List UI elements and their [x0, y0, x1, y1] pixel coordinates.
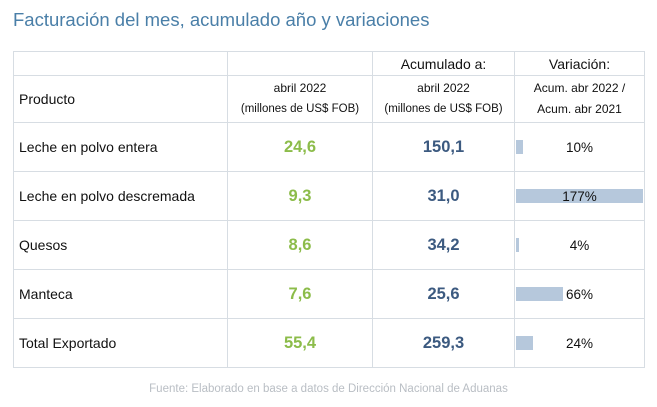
mes-cell: 7,6	[227, 269, 373, 319]
producto-cell: Total Exportado	[13, 318, 228, 368]
table-row: Leche en polvo entera 24,6 150,1 10%	[13, 122, 645, 172]
table-row: Leche en polvo descremada 9,3 31,0 177%	[13, 171, 645, 221]
variacion-cell: 10%	[514, 122, 645, 172]
acumulado-cell: 150,1	[372, 122, 515, 172]
header-row-2: Producto abril 2022 (millones de US$ FOB…	[13, 75, 645, 123]
header-mes-line2: (millones de US$ FOB)	[240, 103, 360, 115]
variacion-bar	[516, 336, 533, 350]
variacion-label: 10%	[565, 140, 594, 155]
header-mes: abril 2022 (millones de US$ FOB)	[227, 75, 373, 123]
mes-cell: 9,3	[227, 171, 373, 221]
acumulado-cell: 34,2	[372, 220, 515, 270]
header-var-line1: Acum. abr 2022 /	[533, 81, 626, 95]
variacion-cell: 177%	[514, 171, 645, 221]
header-acum: abril 2022 (millones de US$ FOB)	[372, 75, 515, 123]
mes-cell: 24,6	[227, 122, 373, 172]
producto-cell: Leche en polvo descremada	[13, 171, 228, 221]
variacion-bar	[516, 287, 563, 301]
variacion-bar	[516, 238, 519, 252]
header-mes-line1: abril 2022	[273, 81, 327, 95]
producto-cell: Leche en polvo entera	[13, 122, 228, 172]
mes-cell: 8,6	[227, 220, 373, 270]
table-row-total: Total Exportado 55,4 259,3 24%	[13, 318, 645, 368]
header-acum-line1: abril 2022	[417, 81, 470, 95]
acumulado-cell: 25,6	[372, 269, 515, 319]
page-title: Facturación del mes, acumulado año y var…	[13, 9, 430, 30]
variacion-label: 24%	[565, 336, 594, 351]
header-var-line2: Acum. abr 2021	[537, 102, 622, 116]
table-row: Manteca 7,6 25,6 66%	[13, 269, 645, 319]
table-row: Quesos 8,6 34,2 4%	[13, 220, 645, 270]
header-row-1: Acumulado a: Variación:	[13, 51, 645, 76]
header-variacion: Variación:	[514, 51, 645, 76]
source-footer: Fuente: Elaborado en base a datos de Dir…	[149, 383, 508, 395]
variacion-bar	[516, 189, 643, 203]
header-acumulado: Acumulado a:	[372, 51, 515, 76]
acumulado-cell: 259,3	[372, 318, 515, 368]
variacion-label: 66%	[565, 287, 594, 302]
header-acum-line2: (millones de US$ FOB)	[384, 103, 503, 115]
header-empty-cell	[13, 51, 228, 76]
header-var: Acum. abr 2022 / Acum. abr 2021	[514, 75, 645, 123]
variacion-cell: 4%	[514, 220, 645, 270]
variacion-cell: 66%	[514, 269, 645, 319]
variacion-cell: 24%	[514, 318, 645, 368]
producto-cell: Quesos	[13, 220, 228, 270]
header-producto: Producto	[13, 75, 228, 123]
variacion-label: 4%	[569, 238, 590, 253]
mes-cell: 55,4	[227, 318, 373, 368]
variacion-bar	[516, 140, 523, 154]
producto-cell: Manteca	[13, 269, 228, 319]
acumulado-cell: 31,0	[372, 171, 515, 221]
header-empty-cell	[227, 51, 373, 76]
facturacion-table: Acumulado a: Variación: Producto abril 2…	[13, 51, 645, 368]
variacion-label: 177%	[562, 189, 597, 204]
